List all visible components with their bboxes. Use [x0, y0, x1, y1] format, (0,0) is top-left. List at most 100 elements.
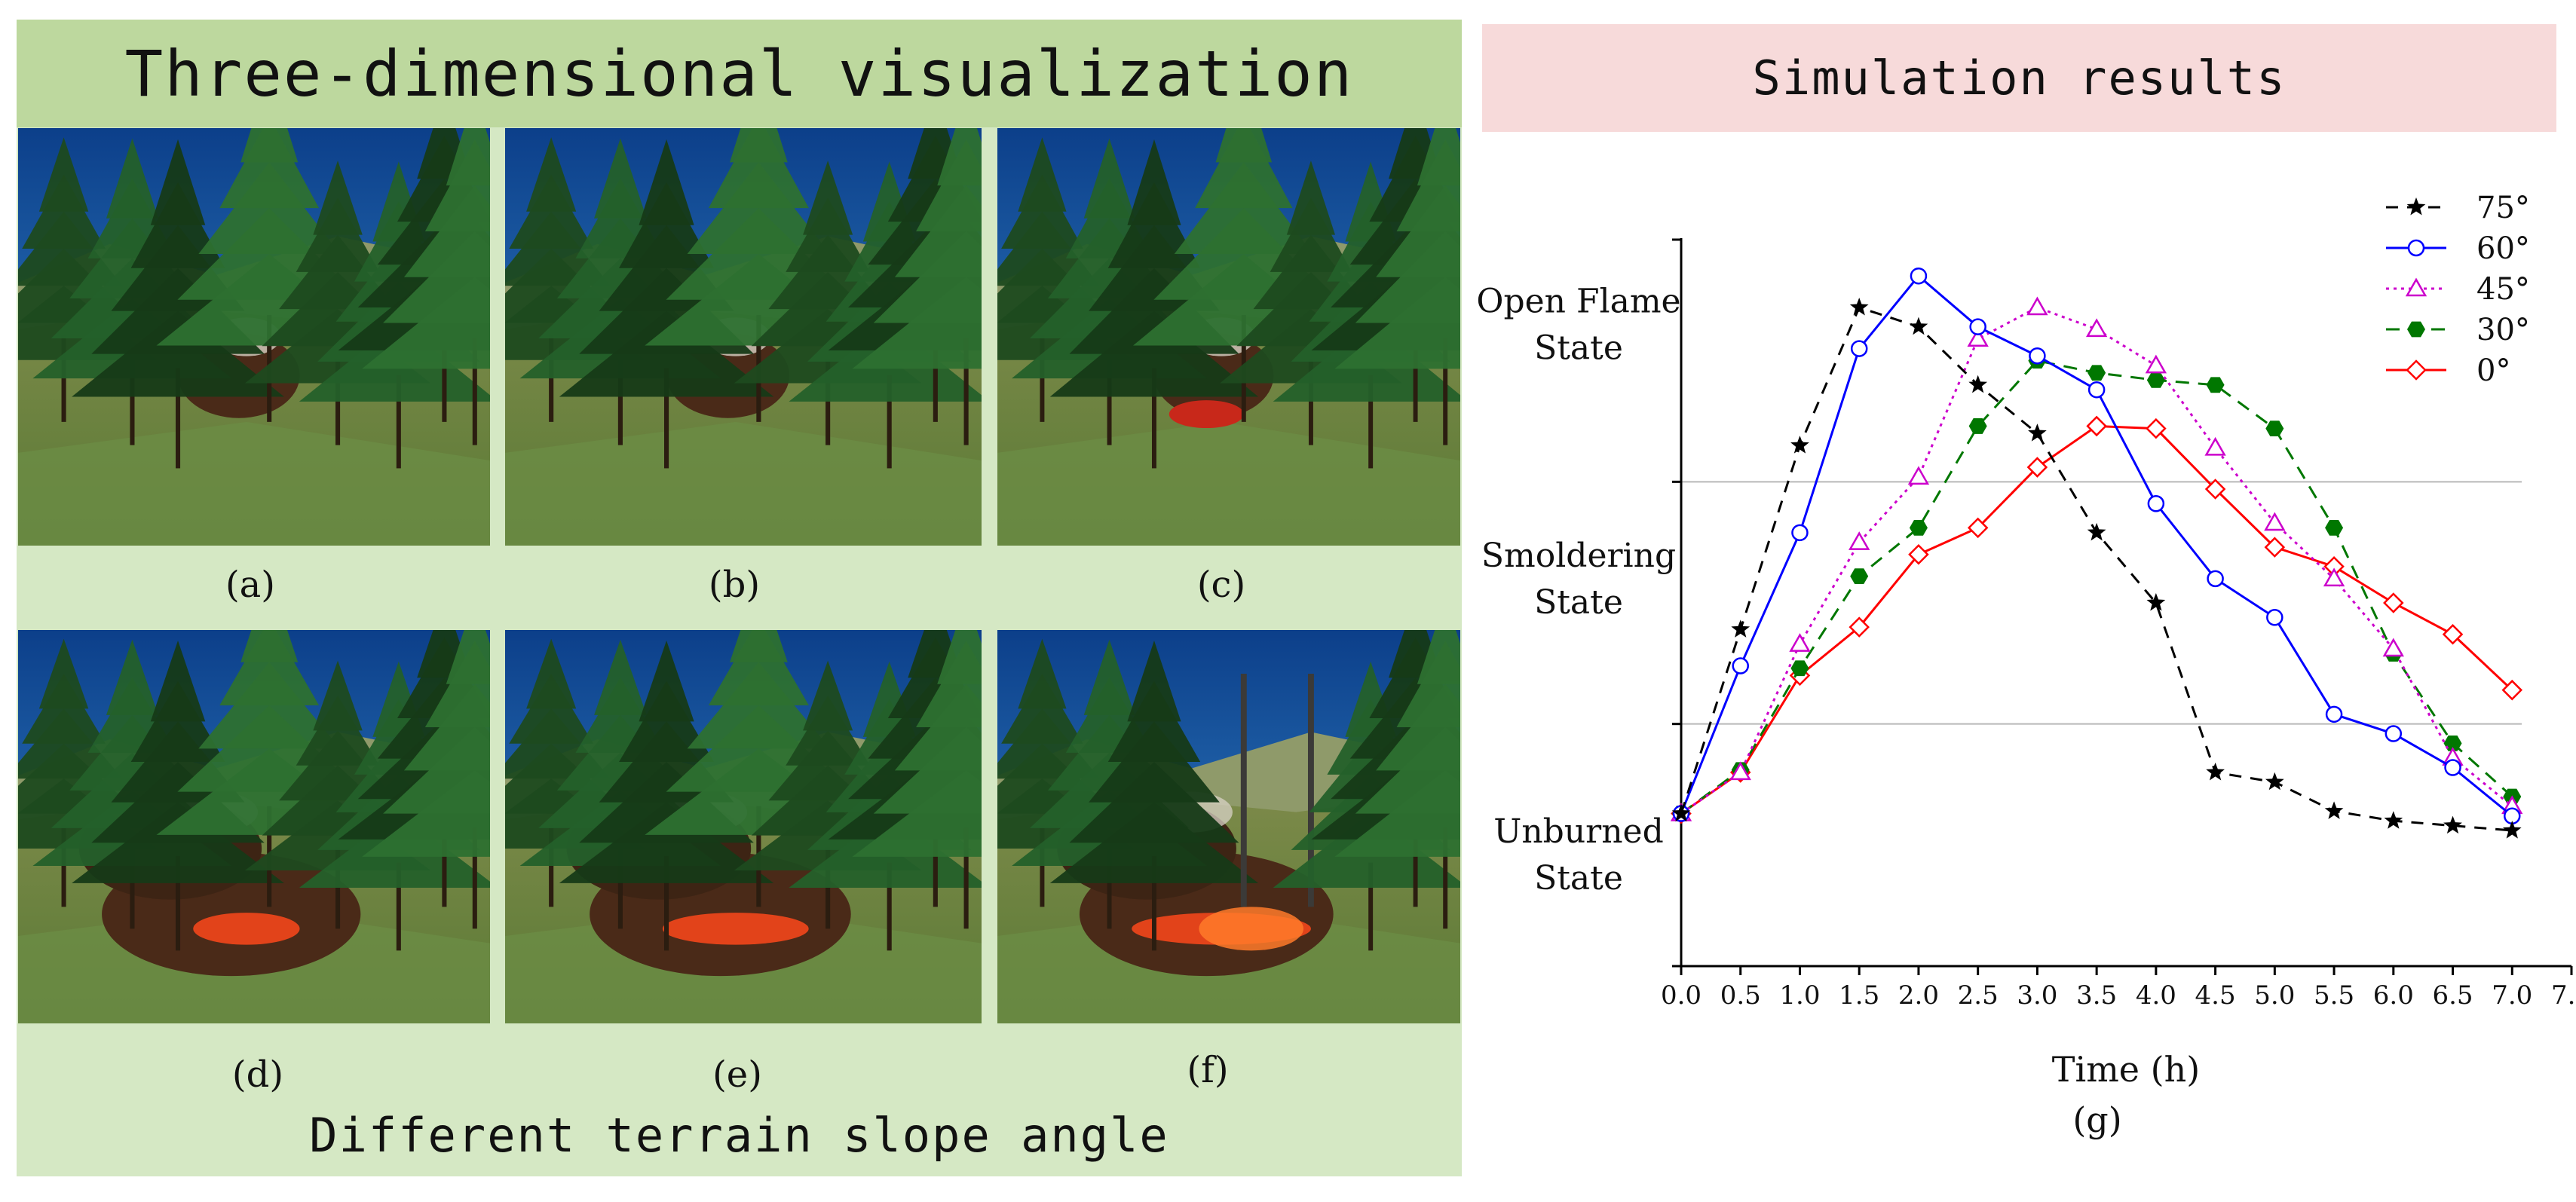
- series-2-point-7: [2085, 318, 2108, 338]
- x-tick-label-1: 0.5: [1720, 980, 1761, 1011]
- series-4-point-9: [2204, 479, 2226, 500]
- series-4-point-8: [2146, 417, 2167, 439]
- series-4-point-4: [1908, 543, 1929, 565]
- series-3-point-9: [2206, 377, 2225, 393]
- series-0-point-0: [1671, 803, 1691, 822]
- series-3-point-8: [2146, 372, 2165, 388]
- legend-marker-1: [2407, 239, 2425, 257]
- series-3: [1672, 353, 2522, 821]
- series-1-point-12: [2385, 725, 2403, 742]
- chart-panel-label: (g): [2072, 1100, 2121, 1140]
- x-tick-label-15: 7.5: [2551, 980, 2576, 1011]
- legend-marker-2: [2405, 277, 2427, 297]
- x-tick-label-5: 2.5: [1958, 980, 1999, 1011]
- series-1-point-7: [2087, 381, 2106, 399]
- x-tick-label-0: 0.0: [1661, 980, 1702, 1011]
- series-1-point-3: [1850, 340, 1868, 357]
- series-1-point-10: [2266, 609, 2283, 626]
- scene-image-d: [18, 630, 490, 1023]
- series-3-point-11: [2325, 519, 2344, 536]
- series-2-point-8: [2145, 354, 2167, 374]
- series-3-point-3: [1850, 568, 1869, 585]
- legend-marker-0: [2406, 197, 2426, 216]
- x-tick-label-7: 3.5: [2076, 980, 2117, 1011]
- legend-label-3: 30°: [2476, 313, 2530, 347]
- series-0-point-4: [1909, 317, 1928, 335]
- x-tick-label-3: 1.5: [1839, 980, 1879, 1011]
- series-4-point-13: [2442, 624, 2464, 645]
- series-3-point-10: [2265, 421, 2284, 437]
- series-1-point-8: [2147, 495, 2165, 512]
- series-0-point-13: [2443, 815, 2462, 834]
- series-0-point-8: [2146, 593, 2166, 611]
- left-footer: Different terrain slope angle: [17, 1108, 1462, 1163]
- panel-label-c: (c): [1196, 564, 1246, 606]
- legend: 75° 60° 45° 30° 0°: [2386, 191, 2530, 388]
- legend-label-2: 45°: [2476, 272, 2530, 307]
- series-2-point-11: [2323, 567, 2345, 587]
- scene-image-b: [505, 128, 982, 546]
- series-1: [1672, 267, 2521, 825]
- series-1-point-4: [1910, 267, 1928, 285]
- series-1-point-9: [2207, 570, 2224, 588]
- series-4-point-3: [1849, 616, 1870, 638]
- x-tick-label-10: 5.0: [2254, 980, 2295, 1011]
- left-panel-title: Three-dimensional visualization: [124, 36, 1354, 111]
- series-0-point-6: [2028, 424, 2047, 442]
- x-tick-label-14: 7.0: [2492, 980, 2532, 1011]
- y-state-label-1-line-1: State: [1534, 583, 1623, 622]
- series-0-point-1: [1731, 619, 1751, 638]
- series-4-point-7: [2086, 415, 2107, 437]
- series-4-point-5: [1967, 517, 1989, 539]
- x-tick-label-11: 5.5: [2314, 980, 2354, 1011]
- series-4-point-12: [2383, 592, 2404, 613]
- legend-label-4: 0°: [2476, 353, 2510, 388]
- series-line-2: [1680, 306, 2513, 815]
- series-2-point-6: [2026, 296, 2048, 316]
- series-1-point-1: [1732, 657, 1749, 674]
- x-tick-label-8: 4.0: [2136, 980, 2176, 1011]
- series-3-point-4: [1909, 519, 1928, 536]
- panel-label-a: (a): [225, 564, 276, 606]
- series-1-point-2: [1791, 524, 1809, 542]
- series-2-point-12: [2382, 638, 2404, 657]
- panel-label-d: (d): [231, 1054, 284, 1096]
- series-4-point-10: [2264, 537, 2286, 558]
- legend-marker-4: [2406, 359, 2427, 381]
- scene-image-a: [18, 128, 490, 546]
- line-chart: 0.0 0.5 1.0 1.5 2.0 2.5 3.0 3.5 4.0 4.5 5.0 5.5 6.0 6…: [1476, 191, 2576, 1140]
- x-tick-label-9: 4.5: [2195, 980, 2236, 1011]
- series-line-4: [1680, 424, 2513, 815]
- series-0-point-2: [1790, 436, 1809, 454]
- panel-label-e: (e): [712, 1054, 762, 1096]
- x-tick-label-2: 1.0: [1779, 980, 1820, 1011]
- scene-image-e: [505, 630, 982, 1023]
- series-2-point-4: [1907, 466, 1930, 485]
- x-tick-label-6: 3.0: [2017, 980, 2057, 1011]
- y-state-label-0-line-1: State: [1534, 329, 1623, 367]
- right-title-bar: Simulation results: [1482, 24, 2556, 132]
- panel-label-b: (b): [708, 564, 761, 606]
- x-axis-label: Time (h): [2052, 1049, 2200, 1090]
- series-4-point-14: [2501, 679, 2523, 701]
- panel-label-f: (f): [1187, 1049, 1229, 1091]
- series-2-point-3: [1849, 531, 1870, 550]
- y-state-label-0-line-0: Open Flame: [1476, 282, 1680, 320]
- series-0-point-14: [2502, 821, 2522, 839]
- legend-label-1: 60°: [2476, 231, 2530, 266]
- series-2-point-9: [2204, 436, 2226, 456]
- series-3-point-2: [1790, 660, 1809, 677]
- series-3-point-5: [1968, 418, 1987, 434]
- series-0-point-5: [1968, 375, 1988, 393]
- series-0-point-3: [1849, 297, 1869, 316]
- x-tick-label-4: 2.0: [1898, 980, 1939, 1011]
- series-0-point-9: [2206, 762, 2225, 781]
- y-state-label-2-line-0: Unburned: [1493, 812, 1664, 851]
- series-2-point-2: [1789, 633, 1811, 652]
- left-footer-caption: Different terrain slope angle: [309, 1108, 1169, 1163]
- series-1-point-13: [2444, 759, 2461, 776]
- y-state-label-1-line-0: Smoldering: [1481, 537, 1676, 575]
- legend-label-0: 75°: [2476, 191, 2530, 225]
- series-2-point-1: [1729, 761, 1751, 781]
- series-0: [1671, 297, 2522, 839]
